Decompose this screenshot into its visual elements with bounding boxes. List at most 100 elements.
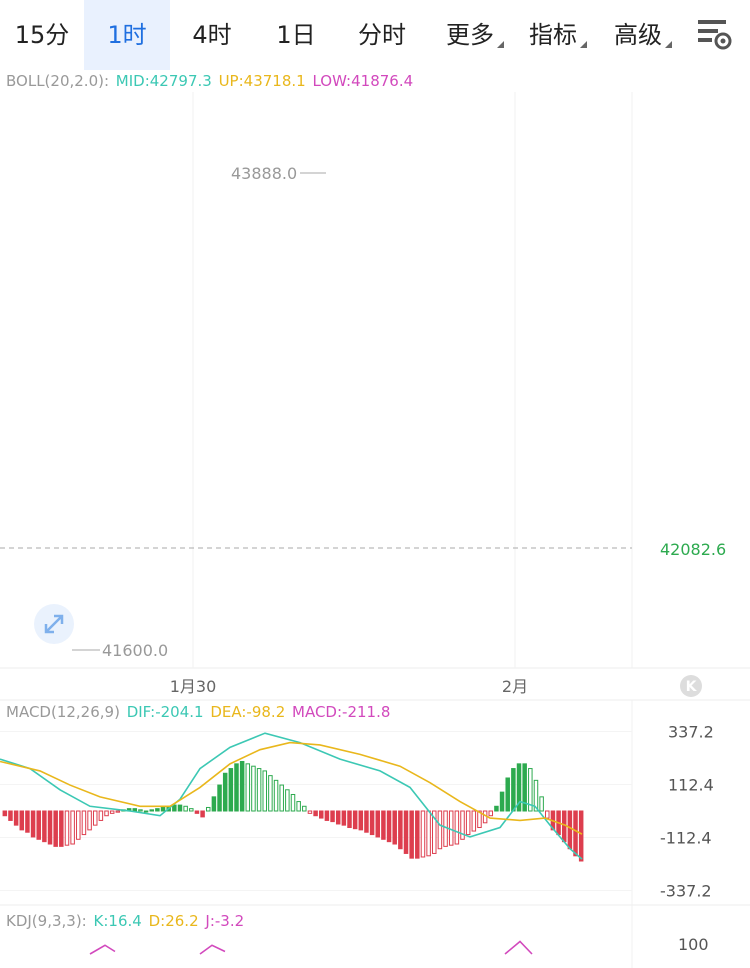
macd-bar [104, 810, 109, 817]
macd-bar [528, 768, 533, 812]
kdj-k-value: K:16.4 [93, 912, 142, 930]
macd-bar [239, 760, 245, 812]
macd-bar [471, 810, 477, 832]
macd-bar [279, 784, 284, 812]
kdj-j-line [504, 940, 533, 955]
macd-bar [132, 808, 138, 812]
dropdown-indicator-icon [580, 41, 587, 48]
macd-dea-line [0, 741, 583, 835]
macd-bar [567, 810, 573, 850]
macd-bar [290, 793, 296, 812]
macd-tick-label: 112.4 [668, 775, 714, 794]
macd-bar [76, 810, 81, 840]
macd-tick-label: -337.2 [660, 882, 712, 901]
macd-bar [211, 796, 217, 812]
macd-bar [386, 810, 392, 843]
macd-bar [307, 810, 313, 814]
macd-bar [115, 810, 121, 813]
macd-bar [42, 810, 47, 843]
macd-bar [92, 810, 98, 826]
macd-bar [138, 809, 143, 812]
macd-bar [460, 810, 465, 840]
macd-bar [8, 810, 13, 821]
macd-bar [335, 810, 341, 825]
macd-bar [87, 810, 92, 831]
macd-bar [217, 784, 222, 812]
macd-bar [324, 810, 330, 821]
macd-bar [183, 805, 188, 812]
kdj-tick-label: 100 [678, 935, 709, 954]
annotation-low-label: 41600.0 [102, 641, 168, 660]
macd-bar [149, 809, 154, 812]
macd-bar [256, 768, 262, 812]
macd-bar [494, 805, 499, 812]
macd-bar [143, 810, 149, 813]
tab-advanced[interactable]: 高级 [606, 0, 672, 70]
macd-bar [109, 810, 115, 814]
tab-4h[interactable]: 4时 [170, 0, 254, 70]
tab-timeshare[interactable]: 分时 [338, 0, 426, 70]
macd-bar [426, 810, 431, 857]
macd-bar [59, 810, 64, 847]
tab-label: 更多 [446, 21, 494, 49]
macd-bar [533, 779, 539, 812]
macd-bar [352, 810, 358, 830]
macd-bar [398, 810, 403, 850]
macd-bar [561, 810, 567, 843]
macd-dea-value: DEA:-98.2 [210, 703, 286, 721]
macd-bar [262, 770, 267, 812]
boll-low-value: LOW:41876.4 [312, 72, 414, 90]
macd-dif-line [0, 732, 583, 860]
scroll-to-latest-icon[interactable]: K [680, 675, 702, 697]
macd-bar [499, 791, 505, 812]
tab-more[interactable]: 更多 [438, 0, 504, 70]
tab-indicators[interactable]: 指标 [521, 0, 587, 70]
macd-bar [477, 810, 482, 829]
annotation-high-label: 43888.0 [231, 164, 297, 183]
macd-bar [13, 810, 19, 826]
macd-bar [465, 810, 471, 836]
macd-bar [364, 810, 369, 833]
macd-bar [330, 810, 335, 823]
macd-name: MACD(12,26,9) [6, 703, 120, 721]
kdj-j-line [89, 944, 116, 955]
macd-bar [19, 810, 25, 831]
macd-bar [432, 810, 437, 854]
macd-bar [98, 810, 104, 821]
macd-bar [222, 772, 228, 812]
macd-bar [228, 768, 234, 812]
macd-bar [177, 804, 183, 812]
tab-label: 分时 [358, 21, 406, 49]
macd-bar [2, 810, 8, 817]
tab-1d[interactable]: 1日 [254, 0, 338, 70]
tab-label: 1日 [276, 21, 316, 49]
macd-bar [81, 810, 87, 836]
macd-bar [578, 810, 584, 862]
boll-mid-value: MID:42797.3 [115, 72, 212, 90]
time-axis: 1月30 2月 [170, 677, 528, 696]
macd-bar [573, 810, 578, 857]
macd-bar [251, 765, 256, 812]
macd-bar [358, 810, 364, 831]
tab-15min[interactable]: 15分 [0, 0, 84, 70]
macd-bar [375, 810, 381, 838]
expand-icon[interactable] [34, 604, 74, 644]
macd-bar [172, 804, 177, 812]
tab-1h[interactable]: 1时 [84, 0, 170, 70]
macd-bar [347, 810, 352, 829]
tab-label: 指标 [529, 21, 577, 49]
macd-bar [448, 810, 454, 846]
macd-bar [545, 810, 550, 819]
macd-bar [47, 810, 53, 845]
kdj-pane [89, 940, 533, 955]
macd-bar [25, 810, 30, 833]
svg-text:K: K [686, 679, 698, 695]
kdj-j-line [199, 944, 226, 955]
kdj-name: KDJ(9,3,3): [6, 912, 87, 930]
macd-bar [70, 810, 75, 845]
chart-settings-icon[interactable] [692, 14, 736, 54]
macd-bar [313, 810, 318, 817]
macd-bar [160, 806, 166, 812]
